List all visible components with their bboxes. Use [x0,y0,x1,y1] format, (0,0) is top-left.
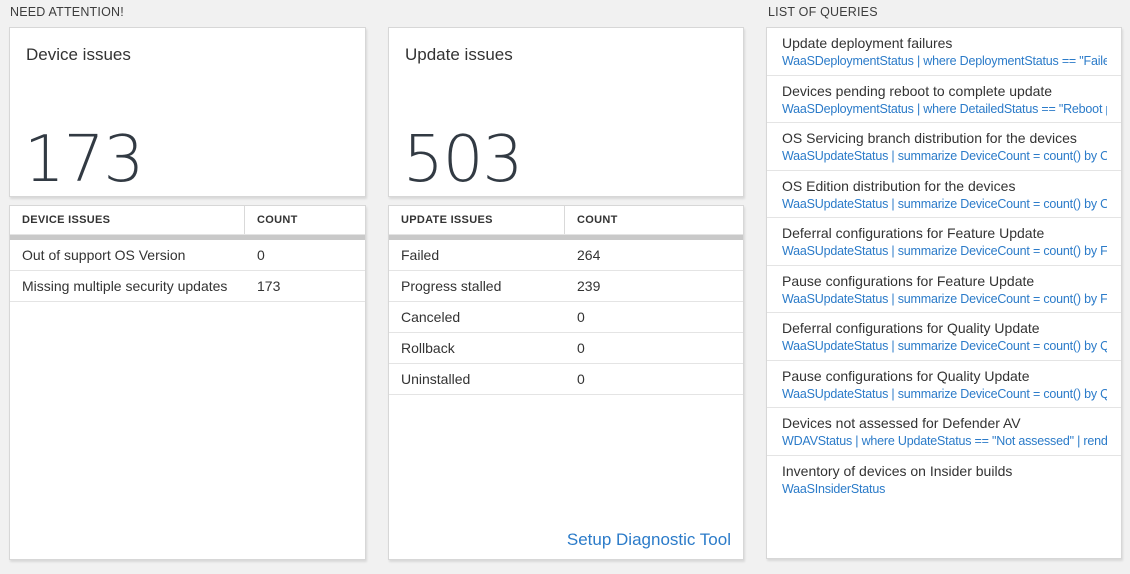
issue-label: Progress stalled [401,278,502,294]
issue-count: 0 [577,371,585,387]
query-text: WDAVStatus | where UpdateStatus == "Not … [782,434,1107,448]
query-list-item[interactable]: Pause configurations for Quality Update … [767,360,1121,408]
query-list-item[interactable]: Pause configurations for Feature Update … [767,265,1121,313]
count-column-header: COUNT [257,214,298,226]
update-issues-column-header: UPDATE ISSUES [389,206,565,234]
device-issues-table: DEVICE ISSUES COUNT Out of support OS Ve… [9,205,366,560]
query-title: Pause configurations for Quality Update [782,367,1030,384]
issue-label: Uninstalled [401,371,471,387]
issue-label: Out of support OS Version [22,247,186,263]
update-issues-table-header: UPDATE ISSUES COUNT [389,206,743,235]
update-issues-card-title: Update issues [405,45,513,64]
issue-count: 264 [577,247,601,263]
query-title: Devices not assessed for Defender AV [782,415,1021,431]
table-row[interactable]: Canceled 0 [389,302,743,333]
query-title: Deferral configurations for Quality Upda… [782,320,1040,336]
device-issues-column-header: DEVICE ISSUES [10,206,245,234]
device-issues-table-header: DEVICE ISSUES COUNT [10,206,365,235]
issue-label: Missing multiple security updates [22,278,228,294]
update-issues-count-value: 503 [403,123,523,197]
table-row[interactable]: Missing multiple security updates 173 [10,271,365,302]
issue-count: 239 [577,278,601,294]
update-issues-card[interactable]: Update issues 503 [388,27,744,197]
table-row[interactable]: Uninstalled 0 [389,364,743,395]
horizontal-scrollbar[interactable] [389,235,743,240]
query-list-item[interactable]: OS Servicing branch distribution for the… [767,123,1121,171]
query-title: Update deployment failures [782,35,953,51]
query-text: WaaSUpdateStatus | summarize DeviceCount… [782,291,1107,306]
device-issues-count-value: 173 [24,123,144,197]
count-column-header: COUNT [577,214,618,226]
query-list-item[interactable]: Deferral configurations for Quality Upda… [767,313,1121,361]
query-text: WaaSUpdateStatus | summarize DeviceCount… [782,196,1107,211]
query-text: WaaSUpdateStatus | summarize DeviceCount… [782,244,1107,258]
query-list-item[interactable]: Devices pending reboot to complete updat… [767,75,1121,123]
table-row[interactable]: Progress stalled 239 [389,271,743,302]
query-title: OS Servicing branch distribution for the… [782,130,1077,146]
setup-diagnostic-tool-link[interactable]: Setup Diagnostic Tool [566,530,731,549]
query-text: WaaSDeploymentStatus | where DetailedSta… [782,101,1107,116]
table-row[interactable]: Failed 264 [389,240,743,271]
query-title: OS Edition distribution for the devices [782,177,1016,194]
device-issues-card-title: Device issues [26,45,131,64]
table-row[interactable]: Rollback 0 [389,333,743,364]
query-title: Deferral configurations for Feature Upda… [782,225,1045,241]
query-list-item[interactable]: Deferral configurations for Feature Upda… [767,218,1121,266]
query-title: Inventory of devices on Insider builds [782,462,1013,479]
query-title: Devices pending reboot to complete updat… [782,82,1053,99]
query-text: WaaSUpdateStatus | summarize DeviceCount… [782,339,1107,353]
query-list-item[interactable]: Update deployment failures WaaSDeploymen… [767,28,1121,76]
list-of-queries-panel: Update deployment failures WaaSDeploymen… [766,27,1122,559]
need-attention-section-header: NEED ATTENTION! [10,5,124,19]
query-text: WaaSInsiderStatus [782,481,886,496]
query-list-item[interactable]: Devices not assessed for Defender AV WDA… [767,408,1121,456]
issue-count: 0 [577,340,585,356]
query-text: WaaSDeploymentStatus | where DeploymentS… [782,54,1107,68]
update-issues-table: UPDATE ISSUES COUNT Failed 264 Progress … [388,205,744,560]
query-title: Pause configurations for Feature Update [782,272,1035,289]
issue-label: Failed [401,247,440,263]
issue-count: 0 [577,309,585,325]
issue-count: 173 [257,278,281,294]
issue-label: Canceled [401,309,461,325]
query-list-item[interactable]: OS Edition distribution for the devices … [767,170,1121,218]
issue-count: 0 [257,247,265,263]
query-text: WaaSUpdateStatus | summarize DeviceCount… [782,386,1107,401]
table-row[interactable]: Out of support OS Version 0 [10,240,365,271]
horizontal-scrollbar[interactable] [10,235,365,240]
device-issues-card[interactable]: Device issues 173 [9,27,366,197]
issue-label: Rollback [401,340,455,356]
list-of-queries-section-header: LIST OF QUERIES [768,5,878,19]
query-list-item[interactable]: Inventory of devices on Insider builds W… [767,455,1121,558]
query-text: WaaSUpdateStatus | summarize DeviceCount… [782,149,1107,163]
